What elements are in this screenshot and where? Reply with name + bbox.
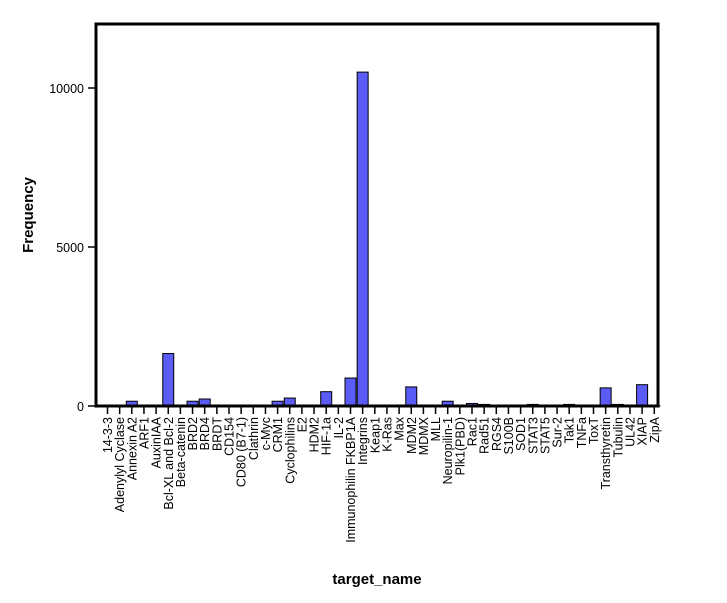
x-tick-label: Sur-2 — [551, 417, 565, 448]
y-tick-group: 0 5000 10000 — [49, 82, 95, 414]
bar — [356, 71, 369, 407]
x-tick-label: Beta-catenin — [174, 417, 188, 487]
x-tick-label: Transthyretin — [599, 417, 613, 490]
bar-group — [101, 71, 661, 407]
x-tick-label: Adenylyl Cyclase — [113, 417, 127, 512]
y-axis-title: Frequency — [20, 176, 37, 253]
x-tick-label: Plk1(PBD) — [453, 417, 467, 475]
x-tick-label: Immunophilin FKBP1A — [344, 416, 358, 542]
x-tick-label: ZipA — [648, 416, 662, 442]
x-tick-label: Rad51 — [478, 417, 492, 454]
x-tick-label: CD80 (B7-1) — [235, 417, 249, 487]
x-tick-label: MDM2 — [405, 417, 419, 454]
x-tick-label: CRM1 — [271, 417, 285, 452]
x-tick-label: ToxT — [587, 417, 601, 444]
x-tick-label: HDM2 — [308, 417, 322, 452]
x-tick-label: IL-2 — [332, 417, 346, 439]
x-tick-label: K-Ras — [380, 417, 394, 452]
x-tick-label: Tak1 — [563, 417, 577, 443]
x-tick-label: HIF-1a — [320, 417, 334, 455]
bar — [599, 387, 612, 407]
x-tick-label: STAT5 — [538, 417, 552, 454]
bar — [636, 384, 649, 407]
x-tick-label: Rac1 — [466, 417, 480, 446]
x-tick-label: Integrins — [356, 417, 370, 465]
x-tick-label: Cyclophilins — [283, 417, 297, 484]
x-tick-label: Bcl-XL and Bcl-2 — [162, 417, 176, 510]
x-tick-label: AuxinIAA — [150, 416, 164, 468]
x-tick-label: CD154 — [223, 417, 237, 456]
bar — [320, 391, 333, 407]
x-tick-label: XIAP — [636, 417, 650, 446]
bar — [405, 386, 418, 407]
x-tick-label: STAT3 — [526, 417, 540, 454]
x-tick-label: SOD1 — [514, 417, 528, 451]
x-tick-label: Keap1 — [368, 417, 382, 453]
y-tick-label: 5000 — [56, 241, 84, 255]
x-tick-label: BRD4 — [198, 417, 212, 450]
x-tick-label: TNFa — [575, 417, 589, 448]
x-tick-label: MLL — [429, 417, 443, 441]
plot-frame — [94, 22, 660, 408]
y-tick-label: 0 — [77, 400, 84, 414]
x-tick-label: Neuropilin-1 — [441, 417, 455, 484]
x-axis-title: target_name — [332, 571, 421, 588]
x-tick-label: BRDT — [210, 417, 224, 451]
y-tick-label: 10000 — [49, 82, 84, 96]
x-tick-label: S100B — [502, 417, 516, 455]
x-tick-label: Clathrin — [247, 417, 261, 460]
bar — [344, 377, 357, 407]
x-tick-label: c-Myc — [259, 417, 273, 450]
x-tick-label: E2 — [295, 417, 309, 432]
x-tick-label: 14-3-3 — [101, 417, 115, 453]
x-tick-label: Tubulin — [611, 417, 625, 458]
bar — [162, 353, 175, 407]
x-tick-label: Annexin A2 — [125, 417, 139, 480]
x-tick-label: ARF1 — [137, 417, 151, 449]
x-tick-label: UL42 — [623, 417, 637, 447]
x-tick-label: BRD2 — [186, 417, 200, 450]
x-tick-label: Max — [393, 416, 407, 440]
x-tick-label: MDMX — [417, 416, 431, 455]
x-tick-label: RGS4 — [490, 417, 504, 451]
